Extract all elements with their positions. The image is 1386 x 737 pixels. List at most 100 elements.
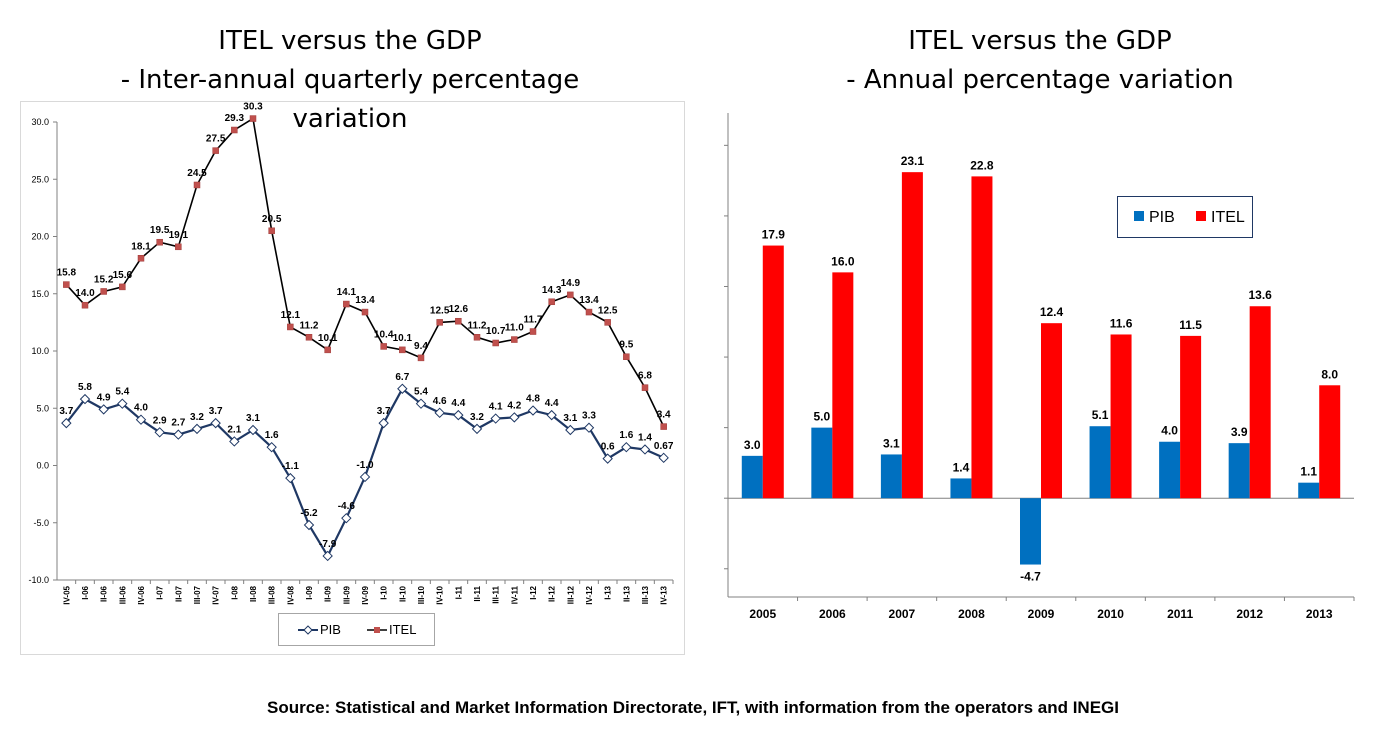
itel-data-label: 27.5 bbox=[206, 134, 226, 145]
itel-data-label: 19.1 bbox=[169, 230, 189, 241]
legend-itel-swatch bbox=[1196, 211, 1206, 221]
pib-point bbox=[117, 398, 128, 409]
itel-data-label: 11.5 bbox=[1179, 318, 1202, 332]
left-title-line-2: - Inter-annual quarterly percentage bbox=[120, 65, 580, 95]
pib-point bbox=[602, 453, 613, 464]
right-chart-title: ITEL versus the GDP - Annual percentage … bbox=[720, 22, 1360, 100]
itel-data-label: 6.8 bbox=[638, 371, 652, 382]
itel-data-label: 11.2 bbox=[300, 320, 319, 331]
itel-data-label: 22.8 bbox=[970, 158, 994, 172]
itel-bar bbox=[1041, 323, 1062, 499]
itel-point bbox=[511, 336, 518, 343]
itel-point bbox=[380, 343, 387, 350]
itel-data-label: 12.5 bbox=[430, 305, 450, 316]
pib-data-label: -4.7 bbox=[1020, 570, 1041, 584]
pib-data-label: 5.4 bbox=[414, 387, 428, 398]
legend-itel-label: ITEL bbox=[1211, 209, 1245, 226]
pib-data-label: 3.1 bbox=[246, 413, 260, 424]
pib-data-label: 5.4 bbox=[115, 387, 129, 398]
itel-point bbox=[548, 298, 555, 306]
x-tick-label: 2010 bbox=[1097, 607, 1124, 621]
x-tick-label: III-12 bbox=[566, 585, 575, 604]
itel-point bbox=[641, 384, 649, 391]
itel-point bbox=[529, 328, 537, 335]
x-tick-label: IV-12 bbox=[585, 585, 594, 604]
x-tick-label: IV-07 bbox=[212, 585, 221, 604]
itel-point bbox=[473, 334, 481, 341]
itel-data-label: 13.6 bbox=[1248, 288, 1272, 302]
itel-point bbox=[268, 227, 275, 235]
itel-point bbox=[399, 346, 406, 354]
pib-data-label: 1.4 bbox=[953, 460, 970, 474]
itel-data-label: 9.5 bbox=[619, 340, 633, 351]
pib-data-label: -1.0 bbox=[356, 460, 374, 471]
itel-data-label: 17.9 bbox=[762, 228, 786, 242]
pib-data-label: 6.7 bbox=[395, 372, 409, 383]
pib-point bbox=[490, 413, 501, 424]
right-title-line-2: - Annual percentage variation bbox=[846, 65, 1234, 95]
itel-data-label: 13.4 bbox=[579, 295, 599, 306]
itel-data-label: 12.1 bbox=[281, 310, 301, 321]
pib-data-label: 3.7 bbox=[209, 406, 223, 417]
x-tick-label: IV-08 bbox=[286, 585, 295, 604]
pib-data-label: -1.1 bbox=[282, 461, 300, 472]
x-tick-label: I-09 bbox=[305, 585, 314, 599]
itel-bar bbox=[971, 176, 993, 499]
pib-data-label: 3.2 bbox=[190, 412, 204, 423]
pib-data-label: 2.7 bbox=[171, 418, 185, 429]
pib-point bbox=[546, 409, 557, 421]
pib-data-label: 5.1 bbox=[1092, 408, 1109, 422]
itel-point bbox=[455, 317, 462, 325]
pib-data-label: 4.0 bbox=[134, 403, 148, 414]
x-tick-label: III-09 bbox=[342, 585, 351, 604]
x-tick-label: II-12 bbox=[548, 585, 557, 602]
itel-data-label: 11.7 bbox=[524, 315, 543, 326]
itel-point bbox=[567, 291, 574, 299]
x-tick-label: III-10 bbox=[417, 585, 426, 604]
itel-data-label: 19.5 bbox=[150, 225, 170, 236]
itel-data-label: 11.2 bbox=[468, 320, 487, 331]
pib-data-label: 3.3 bbox=[582, 411, 596, 422]
itel-bar bbox=[1110, 334, 1132, 499]
pib-bar bbox=[880, 454, 902, 499]
x-tick-label: 2012 bbox=[1236, 607, 1263, 621]
itel-data-label: 15.6 bbox=[113, 270, 133, 281]
itel-data-label: 15.2 bbox=[94, 274, 114, 285]
y-tick-label: 25.0 bbox=[31, 174, 49, 184]
itel-point bbox=[137, 255, 145, 262]
itel-data-label: 15.8 bbox=[57, 268, 77, 279]
itel-data-label: 9.4 bbox=[414, 341, 428, 352]
itel-data-label: 20.5 bbox=[262, 214, 282, 225]
itel-data-label: 10.1 bbox=[318, 333, 338, 344]
pib-data-label: 4.1 bbox=[489, 402, 503, 413]
pib-bar bbox=[1020, 498, 1041, 565]
pib-point bbox=[509, 412, 520, 423]
y-tick-label: 0.0 bbox=[36, 461, 49, 471]
itel-point bbox=[585, 308, 593, 316]
legend: PIB ITEL bbox=[278, 613, 435, 646]
pib-point bbox=[341, 512, 352, 524]
y-tick-label: 20.0 bbox=[31, 232, 49, 242]
pib-point bbox=[527, 405, 539, 416]
pib-point bbox=[453, 409, 464, 421]
pib-point bbox=[229, 436, 240, 447]
pib-data-label: 4.6 bbox=[433, 396, 447, 407]
pib-data-label: 3.7 bbox=[377, 406, 391, 417]
x-tick-label: II-06 bbox=[100, 585, 109, 602]
itel-point bbox=[660, 423, 667, 430]
pib-data-label: 3.2 bbox=[470, 412, 484, 423]
x-tick-label: 2006 bbox=[819, 607, 846, 621]
pib-data-label: 0.67 bbox=[654, 441, 674, 452]
itel-point bbox=[436, 319, 443, 326]
pib-point bbox=[61, 417, 72, 429]
itel-point bbox=[193, 181, 201, 189]
pib-point bbox=[658, 452, 669, 464]
itel-data-label: 16.0 bbox=[831, 254, 855, 268]
pib-point bbox=[397, 383, 408, 394]
itel-data-label: 11.0 bbox=[505, 323, 524, 334]
pib-point bbox=[135, 414, 147, 425]
pib-point bbox=[434, 407, 445, 419]
pib-point bbox=[639, 444, 651, 455]
pib-data-label: 4.9 bbox=[97, 392, 111, 403]
